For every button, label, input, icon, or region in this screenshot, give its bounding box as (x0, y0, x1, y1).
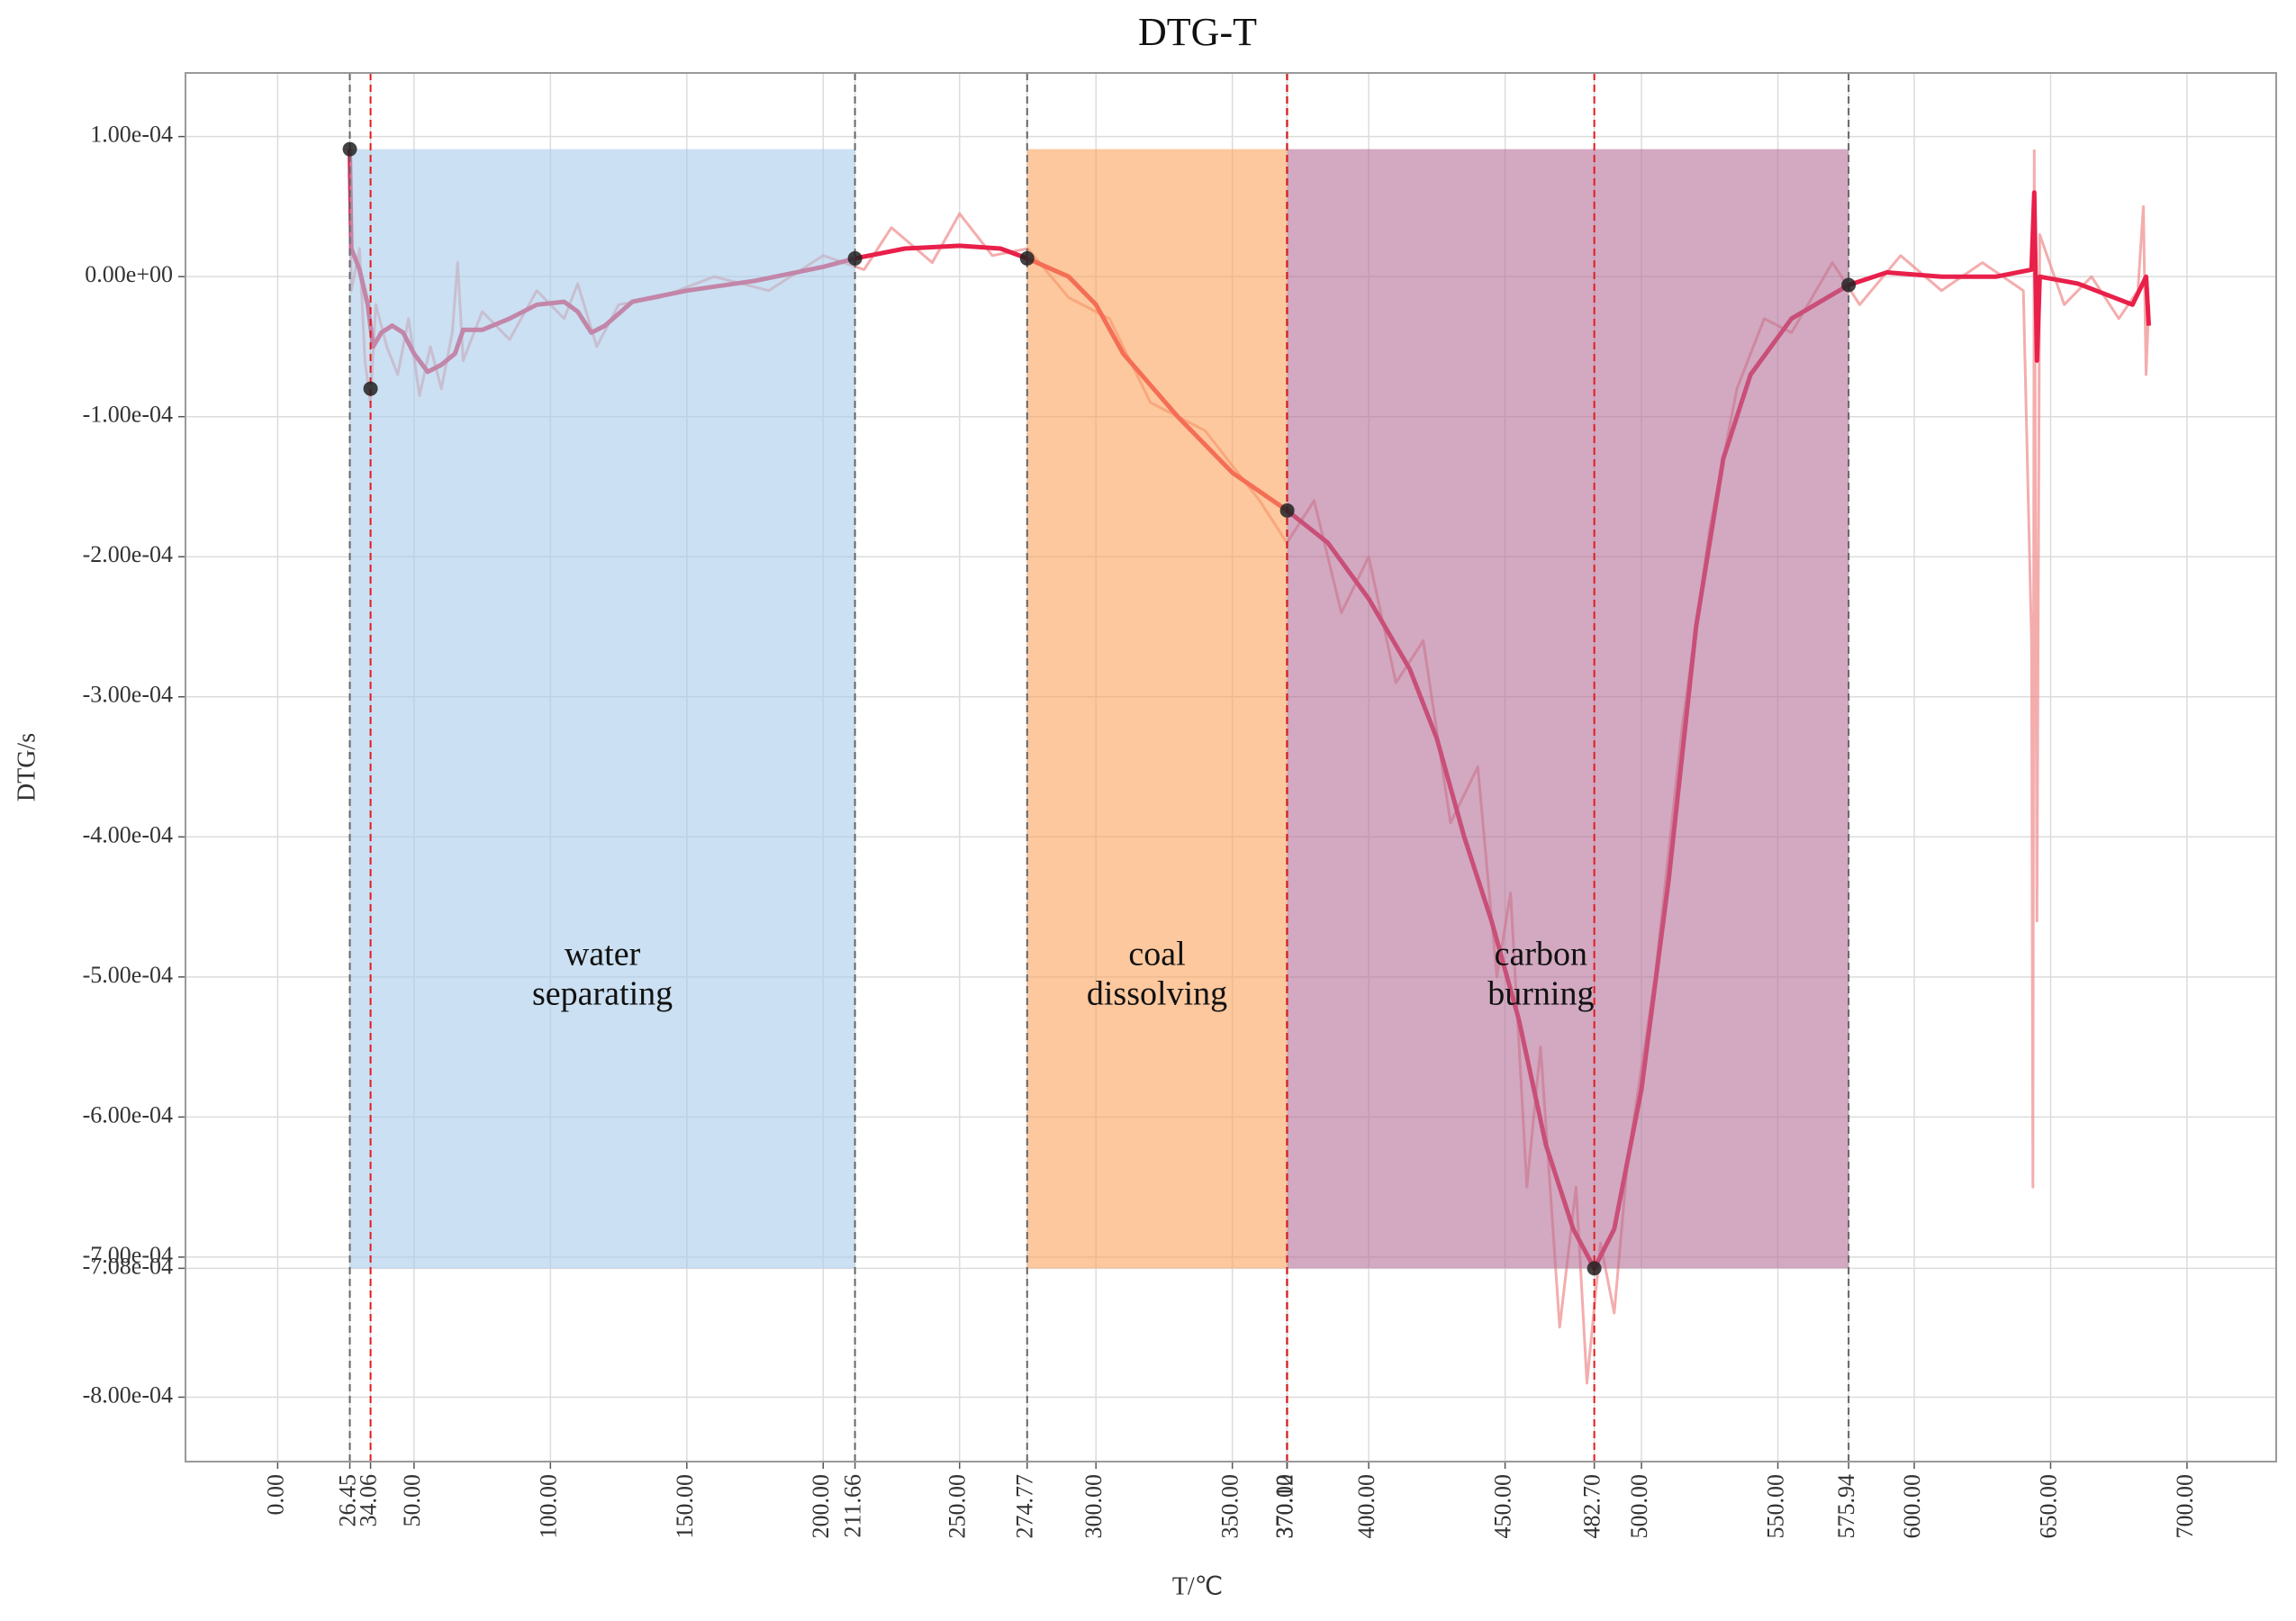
y-tick-label: -6.00e-04 (83, 1101, 173, 1127)
x-tick-label: 0.00 (262, 1474, 288, 1516)
x-tick-label: 200.00 (808, 1474, 834, 1539)
y-tick-label: -3.00e-04 (83, 682, 173, 708)
region (1026, 149, 1288, 1269)
y-tick-label: 1.00e-04 (90, 122, 173, 148)
x-tick-label: 100.00 (535, 1474, 561, 1539)
chart-title: DTG-T (1138, 10, 1257, 54)
x-tick-label: 650.00 (2035, 1474, 2061, 1539)
x-tick-label: 274.77 (1012, 1474, 1038, 1539)
x-tick-label: 370.12 (1272, 1474, 1298, 1539)
x-tick-label: 50.00 (399, 1474, 425, 1527)
region-label: coal (1128, 936, 1185, 974)
y-tick-label: 0.00e+00 (85, 261, 173, 287)
region-label: water (565, 936, 641, 974)
x-tick-label: 34.06 (356, 1474, 382, 1527)
marker (1279, 503, 1295, 518)
region-label: dissolving (1087, 975, 1227, 1013)
y-tick-label: -7.00e-04 (83, 1242, 173, 1268)
region-label: separating (532, 975, 673, 1013)
x-tick-label: 370.00 (1271, 1474, 1297, 1539)
plot-frame (185, 72, 2277, 1463)
x-tick-label: 250.00 (945, 1474, 971, 1539)
y-tick-label: -1.00e-04 (83, 402, 173, 428)
y-tick-label: -7.08e-04 (83, 1253, 173, 1279)
y-tick-label: -4.00e-04 (83, 821, 173, 847)
x-tick-label: 211.66 (840, 1474, 866, 1538)
y-tick-label: -2.00e-04 (83, 541, 173, 567)
y-axis-label: DTG/s (13, 733, 41, 801)
marker (847, 250, 863, 266)
x-tick-label: 300.00 (1080, 1474, 1107, 1539)
x-tick-label: 450.00 (1490, 1474, 1516, 1539)
x-tick-label: 350.00 (1217, 1474, 1243, 1539)
x-tick-label: 482.70 (1579, 1474, 1605, 1539)
x-tick-label: 26.45 (334, 1474, 360, 1527)
x-tick-label: 150.00 (672, 1474, 698, 1539)
x-tick-label: 600.00 (1899, 1474, 1925, 1539)
x-tick-label: 550.00 (1763, 1474, 1789, 1539)
y-tick-label: -8.00e-04 (83, 1381, 173, 1408)
marker (342, 141, 357, 157)
x-axis-label: T/℃ (1172, 1572, 1223, 1600)
marker (1841, 277, 1857, 293)
x-tick-label: 500.00 (1626, 1474, 1652, 1539)
region (1287, 149, 1849, 1269)
region-label: burning (1487, 975, 1594, 1013)
x-tick-label: 700.00 (2172, 1474, 2198, 1539)
x-tick-label: 400.00 (1353, 1474, 1379, 1539)
x-tick-label: 575.94 (1833, 1474, 1859, 1539)
region-label: carbon (1495, 936, 1587, 974)
marker (1019, 250, 1035, 266)
y-tick-label: -5.00e-04 (83, 962, 173, 988)
marker (363, 381, 378, 396)
marker (1586, 1261, 1602, 1276)
region (349, 149, 855, 1269)
